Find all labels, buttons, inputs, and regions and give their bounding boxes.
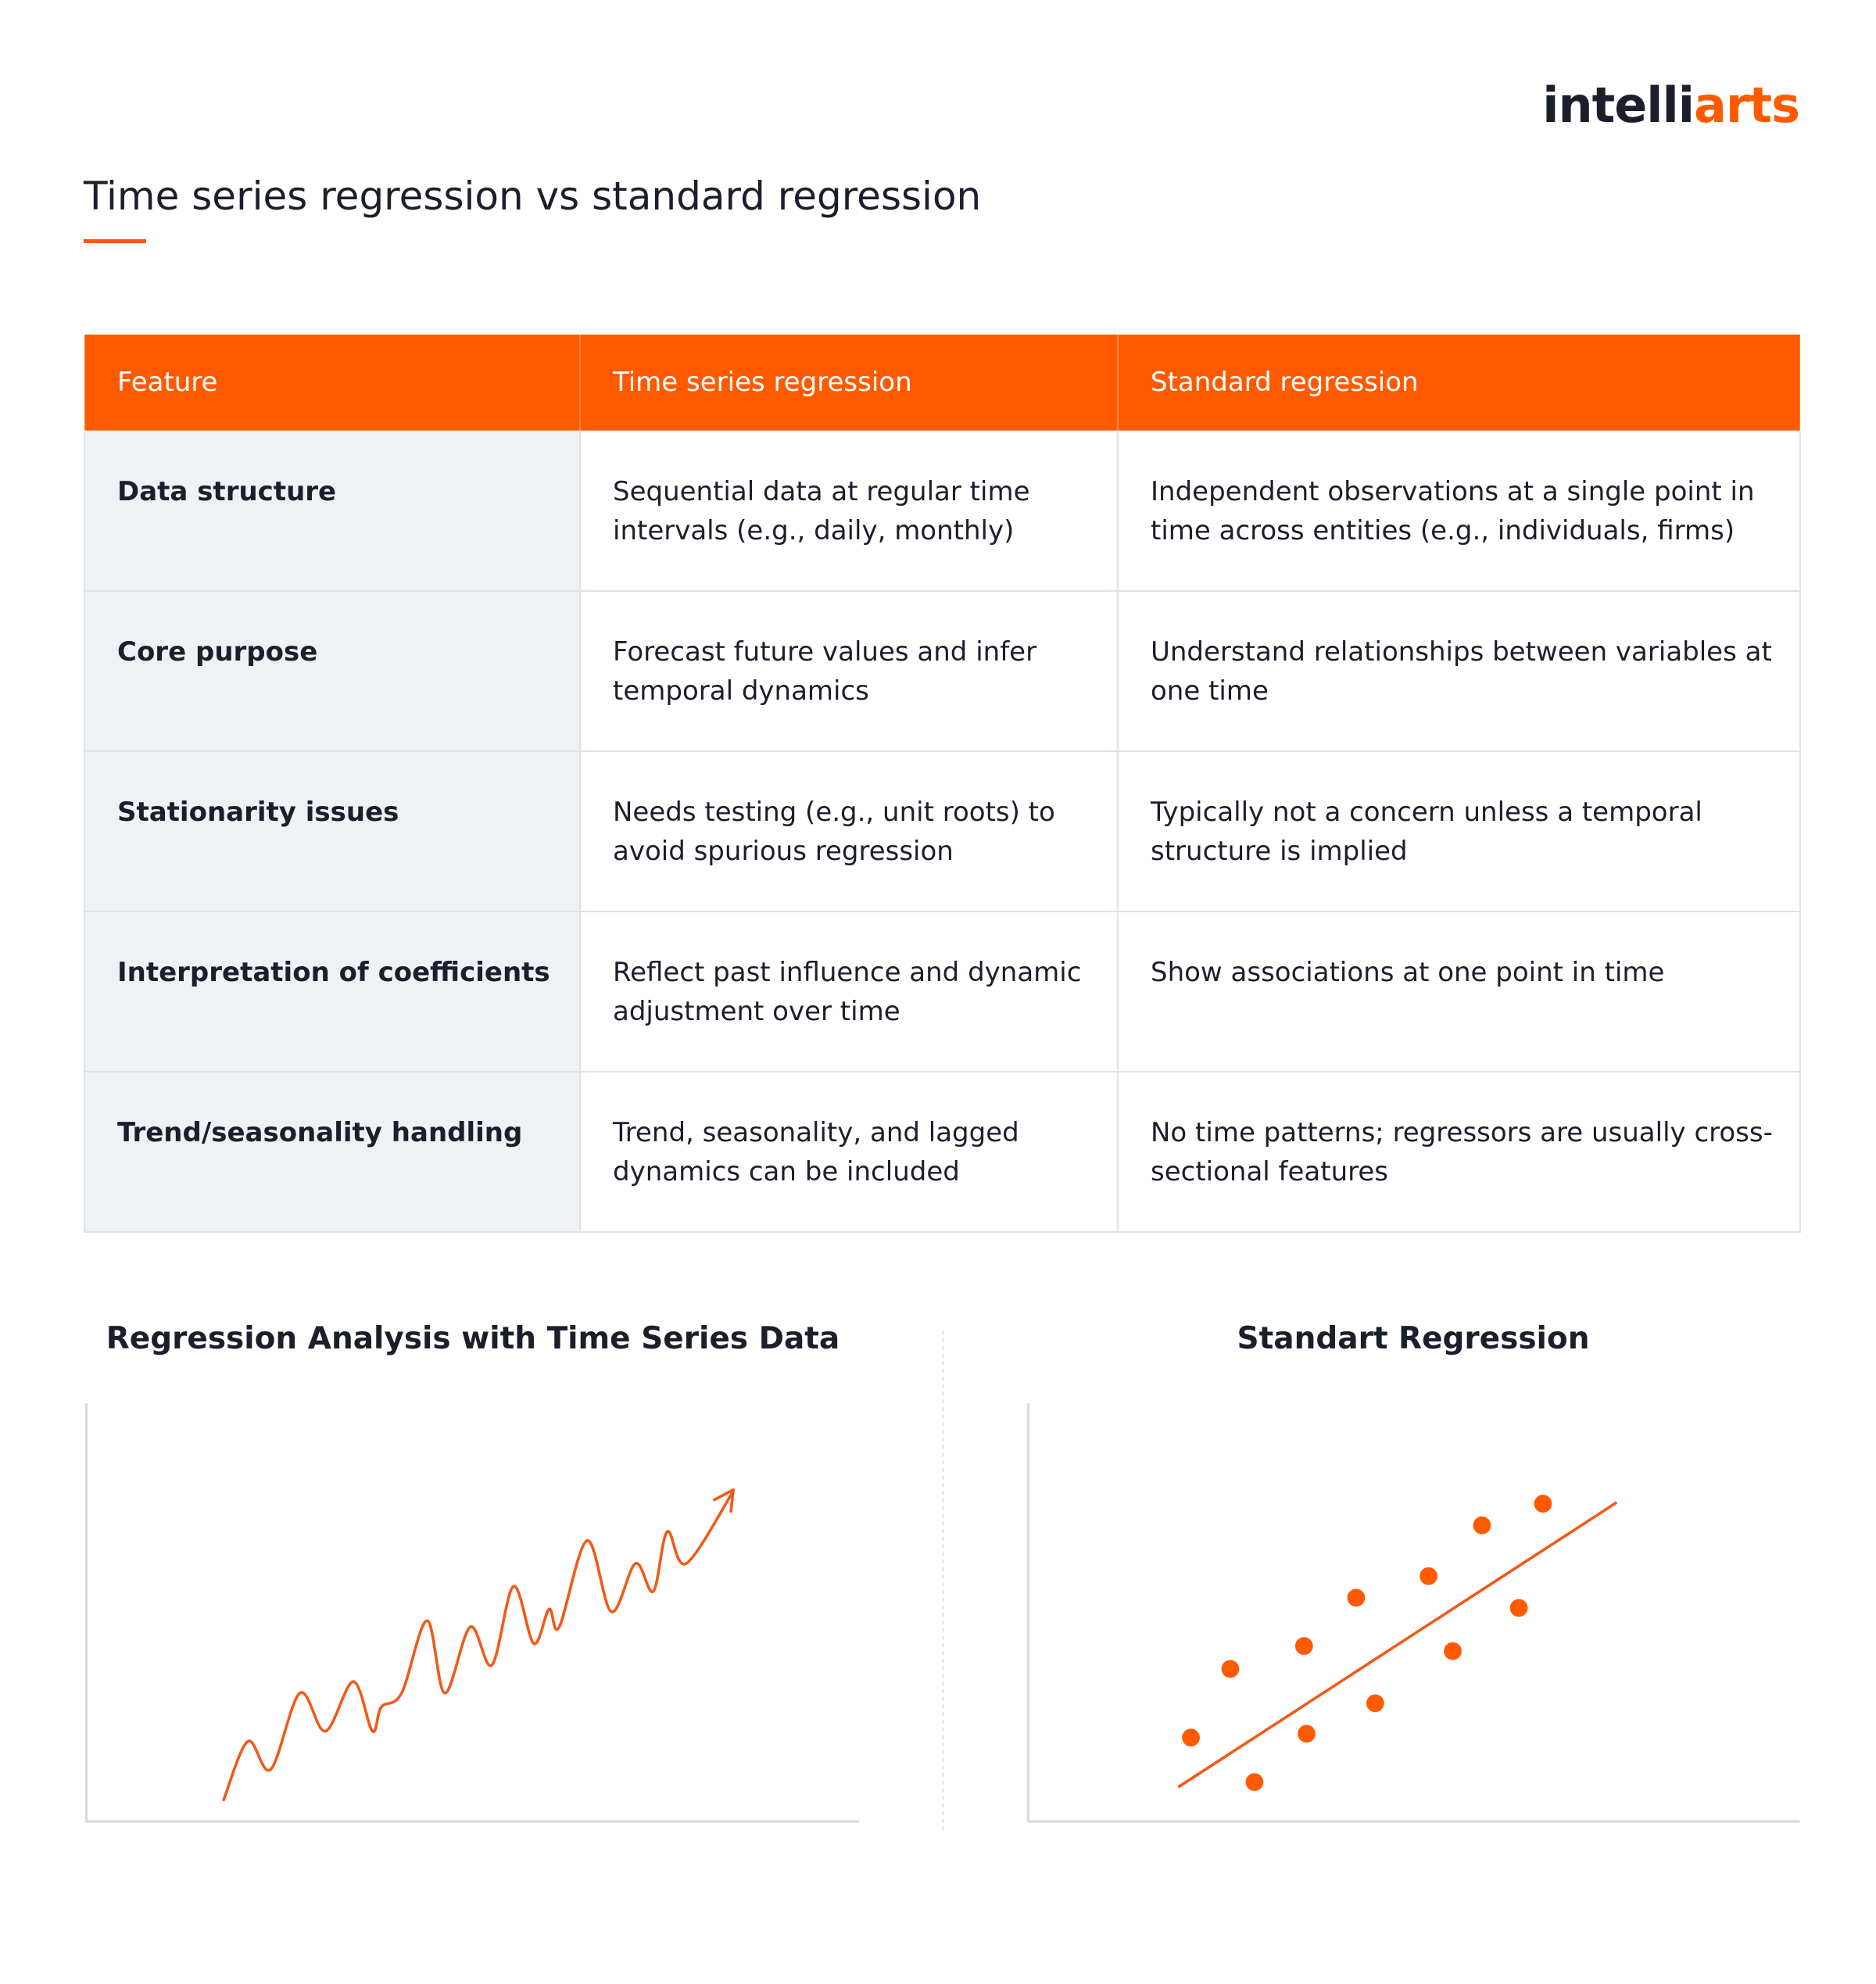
table-cell: Understand relationships between variabl…: [1117, 590, 1801, 752]
table-cell: Sequential data at regular time interval…: [579, 430, 1119, 592]
dot: [1298, 1724, 1316, 1743]
illustration-shapes: [84, 1330, 1800, 1831]
table-row: Core purpose Forecast future values and i…: [84, 590, 1801, 752]
arrow-head: [713, 1488, 735, 1513]
feature-cell: Trend/seasonality handling: [84, 1071, 581, 1233]
column-header: Feature: [84, 335, 581, 432]
dot: [1182, 1728, 1200, 1747]
logo-part: arts: [1694, 77, 1800, 134]
logo-part: intelli: [1542, 77, 1695, 134]
illustration-title: Standart Regression: [1237, 1321, 1590, 1356]
table-row: Trend/seasonality handling Trend, seasona…: [84, 1071, 1801, 1233]
dot: [1444, 1642, 1462, 1660]
header-row: Feature Time series regression Standard re…: [84, 335, 1801, 432]
dot: [1420, 1567, 1438, 1585]
table-cell: Show associations at one point in time: [1117, 911, 1801, 1073]
table-cell: Independent observations at a single poi…: [1117, 430, 1801, 592]
feature-cell: Data structure: [84, 430, 581, 592]
dot: [1473, 1516, 1491, 1535]
feature-cell: Stationarity issues: [84, 750, 581, 912]
dot: [1347, 1588, 1366, 1607]
table-cell: Reflect past influence and dynamic adjus…: [579, 911, 1119, 1073]
title: Time series regression vs standard regre…: [84, 174, 982, 219]
table-cell: Forecast future values and infer tempora…: [579, 590, 1119, 752]
table-cell: Trend, seasonality, and lagged dynamics …: [579, 1071, 1119, 1233]
dot: [1294, 1637, 1313, 1656]
table-cell: Needs testing (e.g., unit roots) to avoi…: [579, 750, 1119, 912]
comparison-table: Feature Time series regression Standard re…: [84, 335, 1801, 1233]
table-cell: Typically not a concern unless a tempora…: [1117, 750, 1801, 912]
column-header: Standard regression: [1117, 335, 1801, 432]
dot: [1221, 1660, 1240, 1678]
column-header: Time series regression: [579, 335, 1119, 432]
feature-cell: Core purpose: [84, 590, 581, 752]
dot: [1534, 1495, 1552, 1513]
dot: [1245, 1773, 1264, 1792]
title-underline: [84, 239, 146, 243]
illustration-title: Regression Analysis with Time Series Dat…: [106, 1321, 840, 1356]
table-row: Interpretation of coefficients Reflect pa…: [84, 911, 1801, 1073]
logo: intelliarts: [1542, 77, 1800, 134]
wave-line: [222, 1489, 735, 1802]
feature-cell: Interpretation of coefficients: [84, 911, 581, 1073]
table-row: Stationarity issues Needs testing (e.g., …: [84, 750, 1801, 912]
fit-line: [1177, 1501, 1618, 1789]
scatter-dots: [1182, 1495, 1552, 1792]
dot: [1509, 1599, 1528, 1617]
table-row: Data structure Sequential data at regular…: [84, 430, 1801, 592]
table-cell: No time patterns; regressors are usually…: [1117, 1071, 1801, 1233]
table-body: Data structure Sequential data at regular…: [84, 430, 1801, 1233]
dot: [1366, 1694, 1384, 1713]
